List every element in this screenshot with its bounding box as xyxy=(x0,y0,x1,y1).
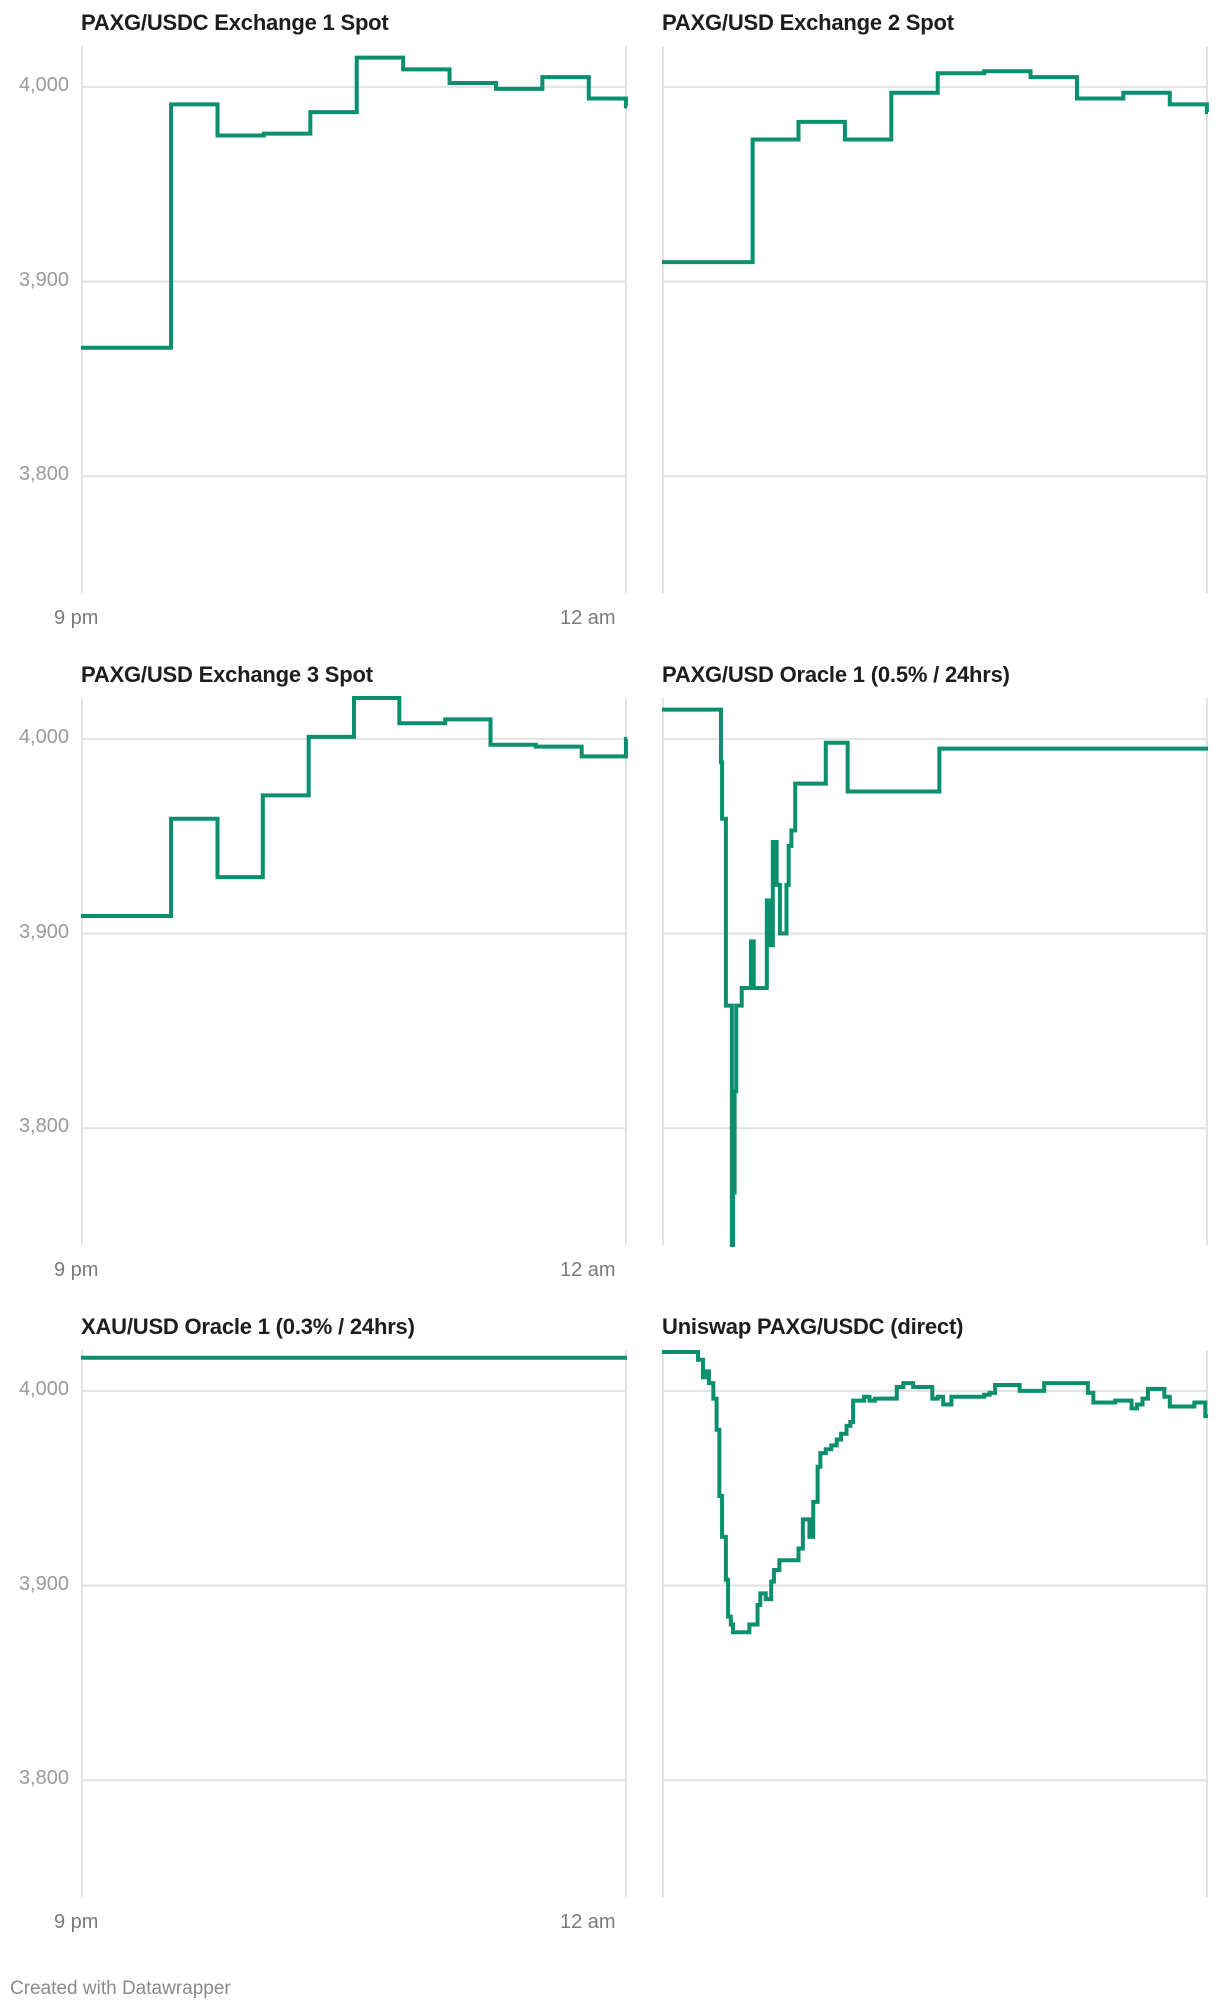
line-chart xyxy=(662,1349,1208,1897)
chart-title: Uniswap PAXG/USDC (direct) xyxy=(662,1314,964,1339)
chart-panel-uniswap: Uniswap PAXG/USDC (direct) xyxy=(662,1314,1208,1897)
x-axis-label-end: 12 am xyxy=(560,607,616,629)
chart-panel-exchange-1: PAXG/USDC Exchange 1 Spot 4,000 3,900 3,80… xyxy=(19,10,628,593)
price-line xyxy=(662,1349,1208,1635)
chart-panel-xau-oracle: XAU/USD Oracle 1 (0.3% / 24hrs) 4,000 3,9… xyxy=(19,1314,627,1897)
chart-panel-exchange-3: PAXG/USD Exchange 3 Spot 4,000 3,900 3,800 xyxy=(19,662,628,1245)
line-chart xyxy=(662,698,1208,1247)
price-line xyxy=(81,696,628,919)
price-line xyxy=(662,69,1209,265)
chart-panel-exchange-2: PAXG/USD Exchange 2 Spot xyxy=(662,10,1209,593)
x-axis-label-start: 9 pm xyxy=(54,1911,99,1933)
y-axis-tick-label: 3,900 xyxy=(18,1572,69,1595)
chart-title: PAXG/USD Exchange 2 Spot xyxy=(662,10,954,35)
chart-title: PAXG/USDC Exchange 1 Spot xyxy=(81,10,389,35)
x-axis-label-start: 9 pm xyxy=(54,607,99,629)
chart-title: PAXG/USD Exchange 3 Spot xyxy=(81,662,373,687)
line-chart xyxy=(81,46,628,593)
chart-title: XAU/USD Oracle 1 (0.3% / 24hrs) xyxy=(81,1314,415,1339)
line-chart xyxy=(81,1350,627,1897)
chart-panel-oracle-1: PAXG/USD Oracle 1 (0.5% / 24hrs) xyxy=(662,662,1208,1247)
x-axis-label-start: 9 pm xyxy=(54,1259,99,1281)
x-axis-label-end: 12 am xyxy=(560,1911,616,1933)
y-axis-tick-label: 4,000 xyxy=(18,725,69,748)
x-axis-label-end: 12 am xyxy=(560,1259,616,1281)
price-line xyxy=(81,55,628,350)
price-line xyxy=(662,707,1208,1247)
y-axis-tick-label: 4,000 xyxy=(18,73,69,96)
y-axis-tick-label: 3,900 xyxy=(18,268,69,291)
datawrapper-credit: Created with Datawrapper xyxy=(10,1978,231,1999)
y-axis-tick-label: 3,800 xyxy=(18,463,69,486)
y-axis-tick-label: 3,800 xyxy=(18,1115,69,1138)
line-chart xyxy=(81,696,628,1245)
chart-title: PAXG/USD Oracle 1 (0.5% / 24hrs) xyxy=(662,662,1010,687)
y-axis-tick-label: 3,900 xyxy=(18,920,69,943)
y-axis-tick-label: 4,000 xyxy=(18,1377,69,1400)
y-axis-tick-label: 3,800 xyxy=(18,1767,69,1790)
line-chart xyxy=(662,46,1209,593)
